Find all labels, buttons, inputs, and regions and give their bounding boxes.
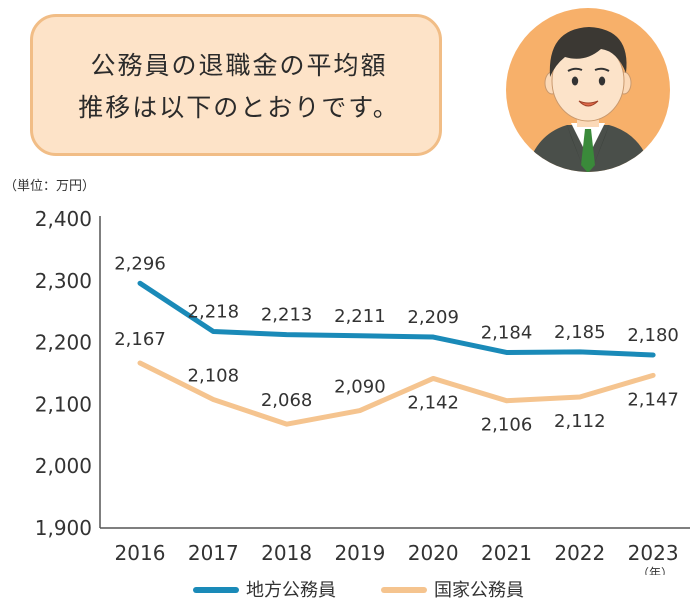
data-label-local: 2,211 <box>334 306 386 327</box>
y-tick-label: 2,000 <box>35 454 92 478</box>
legend-label-national: 国家公務員 <box>434 580 524 601</box>
data-label-local: 2,213 <box>261 305 313 326</box>
data-label-national: 2,167 <box>114 329 166 350</box>
series-line-local <box>137 280 656 358</box>
x-unit-label: （年） <box>637 566 673 575</box>
data-label-local: 2,184 <box>481 322 533 343</box>
y-unit-label: （単位：万円） <box>4 178 95 194</box>
line-chart: （単位：万円） 1,900 2,000 2,100 2,200 2,300 2,400 2… <box>4 178 690 575</box>
y-tick-label: 2,200 <box>35 331 92 355</box>
data-label-local: 2,296 <box>114 253 166 274</box>
data-labels: 2,296 2,218 2,213 2,211 2,209 2,184 2,185 2,180… <box>114 253 679 435</box>
series-line-national <box>137 360 656 427</box>
x-tick-label: 2020 <box>408 541 459 565</box>
x-tick-label: 2023 <box>628 541 679 565</box>
data-label-national: 2,106 <box>481 415 533 436</box>
data-label-national: 2,142 <box>407 392 459 413</box>
x-tick-label: 2022 <box>554 541 605 565</box>
speech-bubble: 公務員の退職金の平均額 推移は以下のとおりです。 <box>30 14 442 156</box>
legend: 地方公務員 国家公務員 <box>193 580 524 601</box>
data-label-national: 2,108 <box>188 365 240 386</box>
x-tick-labels: 2016 2017 2018 2019 2020 2021 2022 2023 <box>115 541 679 565</box>
person-avatar-icon <box>506 8 670 172</box>
speech-bubble-text: 公務員の退職金の平均額 推移は以下のとおりです。 <box>33 45 445 129</box>
data-label-local: 2,218 <box>188 301 240 322</box>
x-tick-label: 2017 <box>188 541 239 565</box>
speech-bubble-line-1: 公務員の退職金の平均額 <box>90 51 388 80</box>
y-tick-label: 2,400 <box>35 207 92 231</box>
data-label-local: 2,180 <box>627 325 679 346</box>
data-label-national: 2,147 <box>627 389 679 410</box>
y-tick-labels: 1,900 2,000 2,100 2,200 2,300 2,400 <box>35 207 92 540</box>
y-tick-label: 2,100 <box>35 392 92 416</box>
x-tick-label: 2019 <box>334 541 385 565</box>
x-tick-label: 2018 <box>261 541 312 565</box>
data-label-local: 2,209 <box>407 307 459 328</box>
speech-bubble-line-2: 推移は以下のとおりです。 <box>78 93 400 122</box>
data-label-national: 2,090 <box>334 377 386 398</box>
y-tick-label: 1,900 <box>35 516 92 540</box>
x-tick-label: 2021 <box>481 541 532 565</box>
y-tick-label: 2,300 <box>35 269 92 293</box>
series-lines <box>137 280 656 427</box>
data-label-local: 2,185 <box>554 322 606 343</box>
data-label-national: 2,112 <box>554 411 606 432</box>
data-label-national: 2,068 <box>261 390 313 411</box>
legend-label-local: 地方公務員 <box>246 580 336 601</box>
x-tick-label: 2016 <box>115 541 166 565</box>
